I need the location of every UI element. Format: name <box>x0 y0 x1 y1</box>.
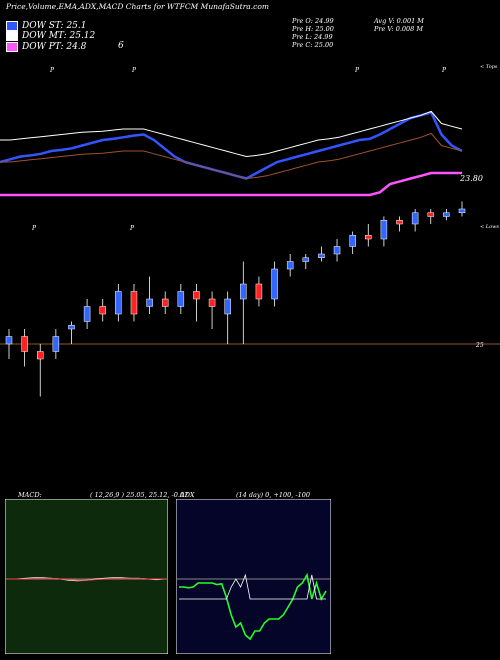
macd-series-line <box>8 577 165 581</box>
legend-item-mt: DOW MT: 25.12 <box>6 30 95 41</box>
candle-up <box>52 336 60 352</box>
candle-down <box>255 283 263 300</box>
macd-panel <box>5 499 168 654</box>
candle-down <box>99 306 106 315</box>
last-price-label: 23.80 <box>459 174 483 183</box>
legend-item-st: DOW ST: 25.1 <box>6 20 87 31</box>
candle-up <box>115 291 122 315</box>
top-marker: P <box>49 67 55 74</box>
adx-panel <box>176 499 331 654</box>
candle-up <box>68 325 75 330</box>
candle-up <box>318 253 325 258</box>
candle-up <box>177 291 185 307</box>
ema-line-dow-mt <box>0 110 463 158</box>
legend-extra: 6 <box>118 41 124 51</box>
stat-pre-high: Pre H: 25.00 <box>292 25 334 33</box>
ema-lines <box>0 110 463 197</box>
candle-down <box>36 351 44 360</box>
candle-up <box>286 261 294 270</box>
adx-series-line <box>179 572 327 641</box>
candle-up <box>458 208 466 213</box>
lows-label: < Lows <box>480 224 499 230</box>
macd-background <box>5 499 168 654</box>
candle-down <box>161 298 169 307</box>
adx-background <box>176 499 331 654</box>
stat-pre-low: Pre L: 24.99 <box>292 33 333 41</box>
candle-up <box>302 257 310 262</box>
macd-title-left: MACD: <box>18 491 42 499</box>
adx-lines <box>176 572 331 641</box>
legend-swatch-mt <box>6 30 18 41</box>
candle-up <box>83 306 91 322</box>
candle-down <box>208 298 216 307</box>
candle-up <box>146 298 153 307</box>
candle-up <box>271 268 278 300</box>
mid-marker: P <box>129 225 135 232</box>
candle-up <box>240 283 247 300</box>
adx-title-left: ADX <box>180 491 195 499</box>
candle-up <box>333 246 341 255</box>
adx-series-line <box>179 573 326 600</box>
candle-up <box>380 220 388 240</box>
candle-down <box>193 291 200 300</box>
adx-title-right: (14 day) 0, +100, -100 <box>236 491 311 499</box>
candle-down <box>130 291 138 315</box>
ema-line-dow-pt <box>0 171 462 197</box>
candles <box>5 201 466 397</box>
legend-label-pt: DOW PT: 24.8 <box>22 41 87 52</box>
stat-pre-close: Pre C: 25.00 <box>292 41 334 49</box>
top-marker: P <box>131 67 137 74</box>
macd-lines <box>5 577 168 582</box>
stat-avg-volume: Avg V: 0.001 M <box>374 17 424 25</box>
stat-pre-open: Pre O: 24.99 <box>292 17 334 25</box>
legend-swatch-pt <box>6 41 18 52</box>
candle-down <box>396 220 403 225</box>
candle-up <box>224 298 231 315</box>
candle-up <box>443 212 450 217</box>
tops-label: < Tops <box>480 64 498 70</box>
legend-swatch-st <box>6 20 18 31</box>
chart-title: Price,Volume,EMA,ADX,MACD Charts for WTF… <box>6 2 269 11</box>
ema-band-line <box>0 132 463 180</box>
macd-title-right: ( 12,26,9 ) 25.05, 25.12, -0.07 <box>90 491 189 499</box>
legend-label-st: DOW ST: 25.1 <box>22 20 87 31</box>
legend-label-mt: DOW MT: 25.12 <box>22 30 96 41</box>
legend-item-pt: DOW PT: 24.8 <box>6 41 86 52</box>
candle-down <box>365 235 372 240</box>
candle-up <box>349 235 356 247</box>
candle-up <box>411 212 419 225</box>
candle-down <box>21 336 28 352</box>
mid-marker: P <box>31 225 37 232</box>
price-line-label: 25 <box>475 342 484 349</box>
candle-up <box>5 336 13 345</box>
candle-down <box>427 212 435 217</box>
stat-pre-volume: Pre V: 0.008 M <box>374 25 424 33</box>
top-marker: P <box>354 67 360 74</box>
top-marker: P <box>441 67 447 74</box>
